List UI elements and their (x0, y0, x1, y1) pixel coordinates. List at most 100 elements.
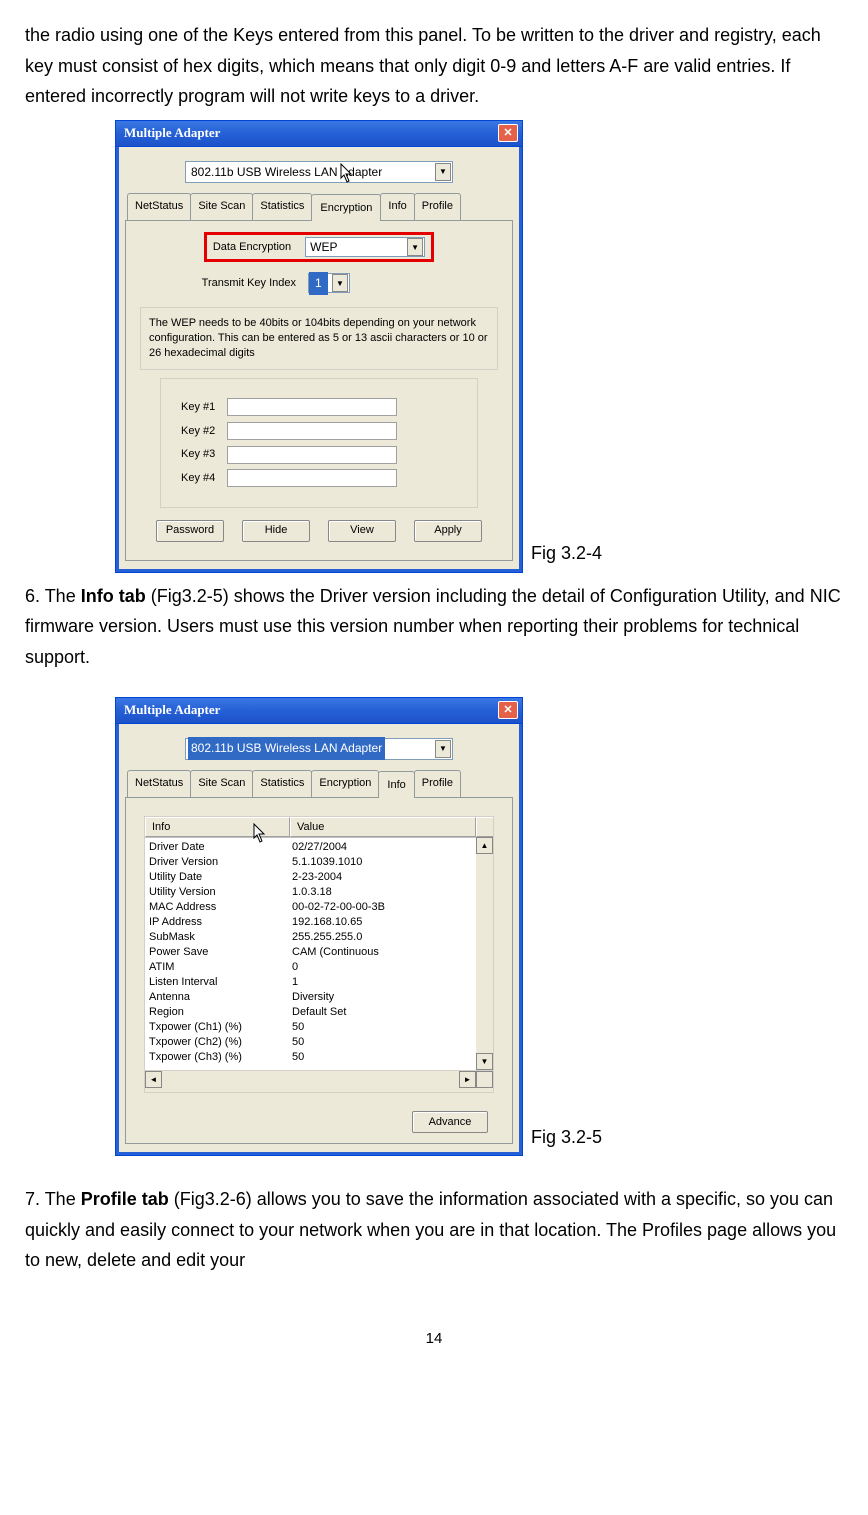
hscroll-track[interactable] (162, 1071, 459, 1088)
info-cell-name: MAC Address (145, 898, 290, 913)
info-cell-value: Default Set (290, 1003, 476, 1018)
scroll-right-icon[interactable]: ► (459, 1071, 476, 1088)
tab-info[interactable]: Info (380, 193, 414, 221)
tab-bar: NetStatus Site Scan Statistics Encryptio… (127, 770, 511, 798)
info-cell-value: Diversity (290, 988, 476, 1003)
apply-button[interactable]: Apply (414, 520, 482, 542)
tab-netstatus[interactable]: NetStatus (127, 193, 191, 221)
table-row: ATIM0 (145, 958, 476, 973)
scroll-track[interactable] (476, 854, 493, 1053)
tab-encryption[interactable]: Encryption (311, 770, 379, 798)
table-row: SubMask255.255.255.0 (145, 928, 476, 943)
info-cell-value: 0 (290, 958, 476, 973)
info-cell-value: 5.1.1039.1010 (290, 853, 476, 868)
adapter-combo[interactable]: 802.11b USB Wireless LAN Adapter ▼ (185, 738, 453, 760)
tki-combo[interactable]: 1 ▼ (308, 273, 350, 293)
info-cell-name: Antenna (145, 988, 290, 1003)
scroll-up-icon[interactable]: ▲ (476, 837, 493, 854)
adapter-combo[interactable]: 802.11b USB Wireless LAN Adapter ▼ (185, 161, 453, 183)
close-icon[interactable]: ✕ (498, 701, 518, 719)
data-encryption-label: Data Encryption (213, 238, 297, 257)
view-button[interactable]: View (328, 520, 396, 542)
scroll-down-icon[interactable]: ▼ (476, 1053, 493, 1070)
chevron-down-icon[interactable]: ▼ (407, 238, 423, 256)
para-mid-suffix: (Fig3.2-5) shows the Driver version incl… (25, 586, 841, 667)
table-row: Driver Date02/27/2004 (145, 838, 476, 853)
scroll-header-spacer (476, 817, 493, 837)
key2-input[interactable] (227, 422, 397, 440)
titlebar[interactable]: Multiple Adapter ✕ (116, 698, 522, 724)
info-cell-name: Txpower (Ch1) (%) (145, 1018, 290, 1033)
info-cell-name: Listen Interval (145, 973, 290, 988)
close-icon[interactable]: ✕ (498, 124, 518, 142)
info-header-info[interactable]: Info (145, 817, 290, 837)
info-cell-name: IP Address (145, 913, 290, 928)
tab-sitescan[interactable]: Site Scan (190, 770, 253, 798)
para-bot-prefix: 7. The (25, 1189, 81, 1209)
key-group: Key #1 Key #2 Key #3 Key #4 (160, 378, 478, 508)
data-encryption-combo[interactable]: WEP ▼ (305, 237, 425, 257)
key4-label: Key #4 (181, 469, 215, 488)
para-bot-bold: Profile tab (81, 1189, 169, 1209)
info-cell-name: Txpower (Ch2) (%) (145, 1033, 290, 1048)
chevron-down-icon[interactable]: ▼ (435, 163, 451, 181)
table-row: Txpower (Ch1) (%)50 (145, 1018, 476, 1033)
window-title: Multiple Adapter (124, 699, 220, 721)
chevron-down-icon[interactable]: ▼ (332, 274, 348, 292)
tki-label: Transmit Key Index (192, 274, 302, 293)
info-cell-name: Utility Version (145, 883, 290, 898)
table-row: Driver Version5.1.1039.1010 (145, 853, 476, 868)
tab-statistics[interactable]: Statistics (252, 770, 312, 798)
wep-help-text: The WEP needs to be 40bits or 104bits de… (140, 307, 498, 370)
intro-paragraph: the radio using one of the Keys entered … (25, 20, 843, 112)
tab-netstatus[interactable]: NetStatus (127, 770, 191, 798)
info-cell-value: 2-23-2004 (290, 868, 476, 883)
window-encryption: Multiple Adapter ✕ 802.11b USB Wireless … (115, 120, 523, 573)
para-info-tab: 6. The Info tab (Fig3.2-5) shows the Dri… (25, 581, 843, 673)
info-cell-value: 192.168.10.65 (290, 913, 476, 928)
tab-bar: NetStatus Site Scan Statistics Encryptio… (127, 193, 511, 221)
advance-button[interactable]: Advance (412, 1111, 488, 1133)
chevron-down-icon[interactable]: ▼ (435, 740, 451, 758)
info-cell-value: 1.0.3.18 (290, 883, 476, 898)
info-cell-value: 255.255.255.0 (290, 928, 476, 943)
key4-input[interactable] (227, 469, 397, 487)
tab-profile[interactable]: Profile (414, 193, 461, 221)
tab-sitescan[interactable]: Site Scan (190, 193, 253, 221)
key1-input[interactable] (227, 398, 397, 416)
window-info: Multiple Adapter ✕ 802.11b USB Wireless … (115, 697, 523, 1157)
tab-encryption[interactable]: Encryption (311, 194, 381, 222)
figure1-caption: Fig 3.2-4 (523, 538, 602, 573)
titlebar[interactable]: Multiple Adapter ✕ (116, 121, 522, 147)
tab-profile[interactable]: Profile (414, 770, 461, 798)
info-table-header: Info Value (145, 817, 476, 838)
info-cell-value: 00-02-72-00-00-3B (290, 898, 476, 913)
key3-input[interactable] (227, 446, 397, 464)
adapter-combo-text: 802.11b USB Wireless LAN Adapter (188, 737, 385, 759)
info-cell-name: Region (145, 1003, 290, 1018)
tki-value: 1 (309, 272, 328, 294)
table-row: Power SaveCAM (Continuous (145, 943, 476, 958)
info-cell-value: 50 (290, 1048, 476, 1063)
tab-panel-info: Info Value Driver Date02/27/2004Driver V… (125, 797, 513, 1144)
hide-button[interactable]: Hide (242, 520, 310, 542)
info-cell-name: Txpower (Ch3) (%) (145, 1048, 290, 1063)
horizontal-scrollbar[interactable]: ◄ ► (145, 1071, 493, 1088)
data-encryption-value: WEP (310, 237, 337, 257)
info-header-value[interactable]: Value (290, 817, 476, 837)
tab-statistics[interactable]: Statistics (252, 193, 312, 221)
table-row: AntennaDiversity (145, 988, 476, 1003)
info-cell-name: Power Save (145, 943, 290, 958)
para-mid-prefix: 6. The (25, 586, 81, 606)
table-row: IP Address192.168.10.65 (145, 913, 476, 928)
key2-label: Key #2 (181, 422, 215, 441)
scroll-left-icon[interactable]: ◄ (145, 1071, 162, 1088)
password-button[interactable]: Password (156, 520, 224, 542)
vertical-scrollbar[interactable]: ▲ ▼ (476, 817, 493, 1070)
info-cell-name: SubMask (145, 928, 290, 943)
para-profile-tab: 7. The Profile tab (Fig3.2-6) allows you… (25, 1184, 843, 1276)
info-cell-value: 02/27/2004 (290, 838, 476, 853)
tab-panel-encryption: Data Encryption WEP ▼ Transmit Key Index… (125, 220, 513, 560)
adapter-combo-text: 802.11b USB Wireless LAN Adapter (191, 162, 382, 182)
tab-info[interactable]: Info (378, 771, 414, 799)
